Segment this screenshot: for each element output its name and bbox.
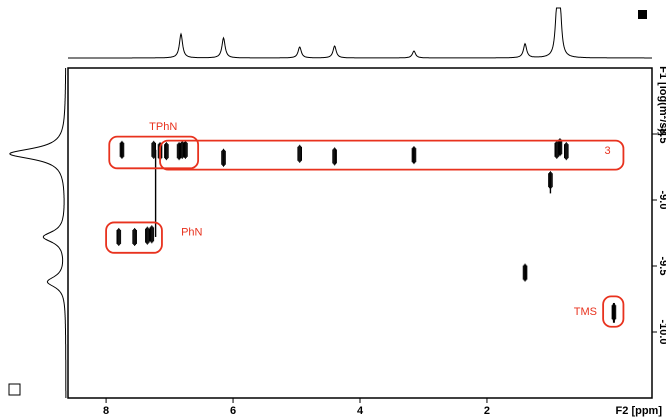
- annotation-label: PhN: [181, 227, 202, 239]
- y-tick-label: -8.5: [657, 125, 666, 144]
- empty-square-icon[interactable]: [8, 383, 21, 396]
- filled-square-icon[interactable]: [638, 10, 647, 19]
- x-tick-label: 4: [357, 405, 364, 417]
- contour-peak: [411, 146, 417, 165]
- annotation-boxes: TPhN 3 PhN TMS: [105, 121, 625, 328]
- annotation-label: 3: [605, 145, 611, 157]
- annotation-box: [105, 221, 163, 254]
- y-axis-title: F1 [log(m²/s)]: [657, 66, 666, 136]
- x-axis-ticks: 8 6 4 2: [103, 398, 490, 417]
- y-tick-label: -9.0: [657, 191, 666, 210]
- contour-peak: [145, 226, 150, 245]
- annotation-label: TPhN: [149, 121, 177, 133]
- contour-peak: [564, 142, 569, 161]
- annotation-box: [159, 139, 625, 171]
- left-projection-spectrum: [9, 68, 67, 398]
- x-tick-label: 2: [484, 405, 490, 417]
- contour-peak: [116, 227, 122, 246]
- y-tick-label: -10.0: [657, 319, 666, 344]
- contour-peak: [183, 140, 188, 159]
- top-projection-spectrum: [68, 7, 652, 59]
- contour-peak: [522, 263, 528, 282]
- annotation-box: [108, 135, 200, 170]
- annotation-label: TMS: [574, 306, 597, 318]
- contour-peak: [149, 225, 155, 244]
- x-tick-label: 8: [103, 405, 109, 417]
- contour-peak: [332, 147, 337, 166]
- x-axis-title: F2 [ppm]: [616, 405, 663, 417]
- contour-peak: [132, 227, 137, 246]
- y-tick-label: -9.5: [657, 257, 666, 276]
- contour-peak: [297, 144, 302, 163]
- contour-peak: [221, 148, 226, 167]
- contour-peak: [119, 140, 125, 159]
- annotation-box: [602, 295, 625, 328]
- contour-peak: [164, 142, 169, 161]
- x-tick-label: 6: [230, 405, 236, 417]
- y-axis-ticks: -8.5 -9.0 -9.5 -10.0: [652, 125, 666, 345]
